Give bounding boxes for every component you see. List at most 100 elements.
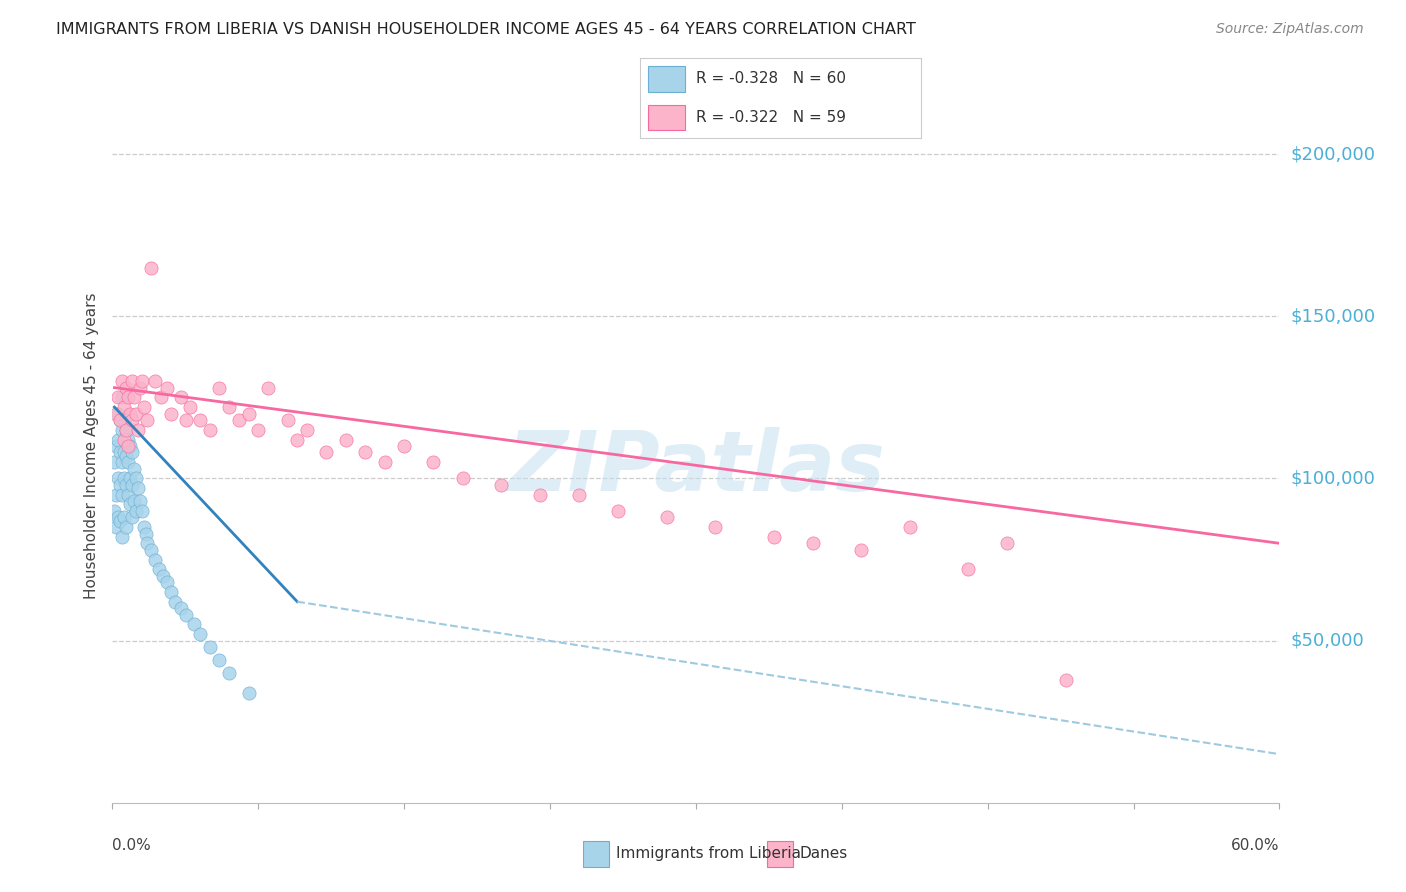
Point [115, 423, 138, 437]
Point [179, 400, 201, 414]
Point [117, 433, 139, 447]
Point [163, 595, 186, 609]
Point [156, 381, 179, 395]
Point [141, 260, 163, 275]
Text: $150,000: $150,000 [1291, 307, 1375, 326]
Point [103, 504, 125, 518]
Point [122, 461, 145, 475]
Point [183, 617, 205, 632]
Text: 60.0%: 60.0% [1232, 838, 1279, 854]
Text: 0.0%: 0.0% [112, 838, 152, 854]
Point [110, 413, 132, 427]
Point [132, 400, 155, 414]
Point [125, 407, 148, 421]
Point [295, 423, 318, 437]
Point [107, 390, 129, 404]
Point [285, 433, 308, 447]
Point [169, 601, 191, 615]
Point [169, 390, 191, 404]
Point [392, 439, 416, 453]
Text: $50,000: $50,000 [1291, 632, 1364, 649]
Point [111, 374, 134, 388]
Point [148, 562, 170, 576]
Point [218, 400, 240, 414]
Text: R = -0.328   N = 60: R = -0.328 N = 60 [696, 71, 846, 87]
Point [127, 481, 149, 495]
Point [198, 640, 221, 654]
Point [188, 413, 211, 427]
Text: $200,000: $200,000 [1291, 145, 1375, 163]
Text: IMMIGRANTS FROM LIBERIA VS DANISH HOUSEHOLDER INCOME AGES 45 - 64 YEARS CORRELAT: IMMIGRANTS FROM LIBERIA VS DANISH HOUSEH… [56, 22, 917, 37]
Point [110, 478, 132, 492]
Point [122, 390, 145, 404]
Point [136, 413, 159, 427]
Point [115, 423, 138, 437]
Point [112, 400, 135, 414]
Point [160, 585, 183, 599]
Point [118, 497, 141, 511]
Point [117, 439, 139, 453]
Text: Danes: Danes [800, 847, 848, 861]
Point [451, 471, 474, 485]
Point [118, 407, 141, 421]
Point [957, 562, 980, 576]
Bar [648, 66, 685, 92]
Point [105, 488, 128, 502]
Point [111, 488, 134, 502]
Point [118, 471, 141, 485]
Point [118, 439, 141, 453]
Bar [583, 840, 609, 867]
Point [276, 413, 298, 427]
Point [491, 478, 513, 492]
Point [111, 423, 134, 437]
Point [354, 445, 377, 459]
Point [143, 552, 166, 566]
Point [105, 407, 128, 421]
Point [121, 510, 143, 524]
Point [150, 390, 173, 404]
Point [335, 433, 357, 447]
Point [655, 510, 678, 524]
Point [141, 542, 163, 557]
Bar [768, 840, 793, 867]
Text: ZIPatlas: ZIPatlas [508, 427, 884, 508]
Text: $100,000: $100,000 [1291, 469, 1375, 487]
Point [136, 536, 159, 550]
Point [115, 449, 138, 463]
Point [107, 407, 129, 421]
Point [176, 413, 198, 427]
Point [110, 445, 132, 459]
Point [117, 455, 139, 469]
Point [208, 653, 231, 667]
Point [176, 607, 198, 622]
Point [115, 520, 138, 534]
Point [160, 407, 183, 421]
Point [111, 455, 134, 469]
Point [121, 413, 143, 427]
Point [111, 390, 134, 404]
Point [112, 433, 135, 447]
Point [131, 374, 153, 388]
Text: Source: ZipAtlas.com: Source: ZipAtlas.com [1216, 22, 1364, 37]
Point [107, 510, 129, 524]
Point [131, 504, 153, 518]
Point [111, 530, 134, 544]
Point [851, 542, 873, 557]
Point [117, 390, 139, 404]
Point [238, 407, 260, 421]
Point [115, 478, 138, 492]
Point [112, 413, 135, 427]
Point [112, 510, 135, 524]
Point [107, 433, 129, 447]
Point [103, 455, 125, 469]
Bar [648, 104, 685, 130]
Point [122, 494, 145, 508]
Point [568, 488, 591, 502]
Point [607, 504, 630, 518]
Point [127, 423, 149, 437]
Point [762, 530, 785, 544]
Point [143, 374, 166, 388]
Point [995, 536, 1018, 550]
Point [125, 504, 148, 518]
Point [422, 455, 444, 469]
